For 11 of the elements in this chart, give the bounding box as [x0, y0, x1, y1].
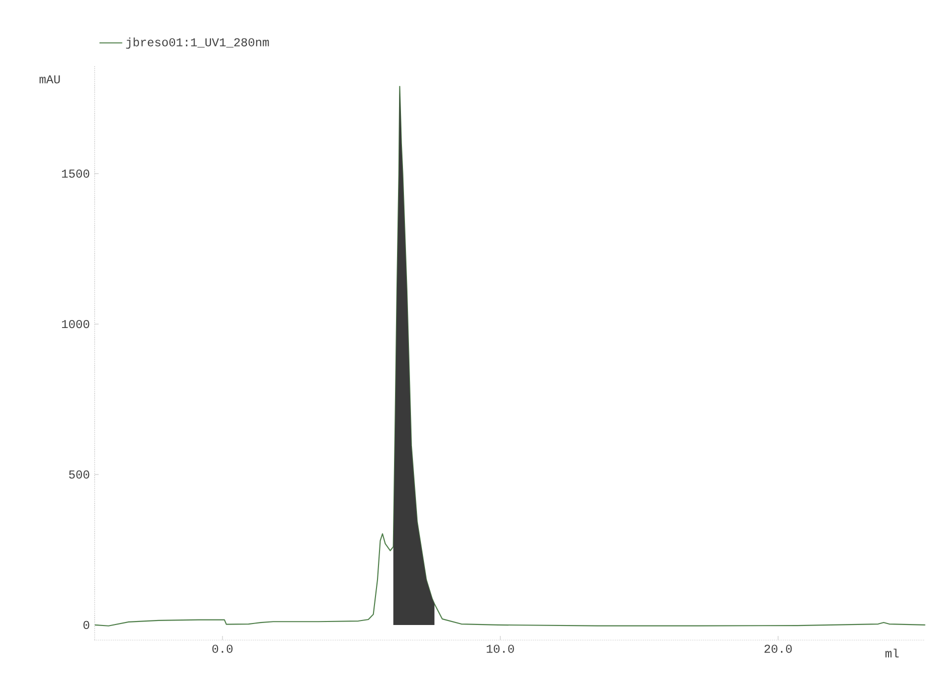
line-series: [94, 86, 926, 626]
y-tick-label: 1000: [62, 320, 90, 328]
x-axis-title: ml: [886, 648, 899, 658]
y-tick-label: 1500: [62, 170, 90, 178]
y-tick-label: 0: [83, 620, 90, 630]
legend-label: jbreso01:1_UV1_280nm: [126, 38, 269, 49]
x-tick-label: 0.0: [212, 644, 233, 653]
y-axis-title: mAU: [40, 75, 60, 84]
x-tick-label: 20.0: [764, 644, 792, 653]
x-tick-label: 10.0: [486, 644, 514, 653]
y-tick-label: 500: [69, 470, 90, 479]
